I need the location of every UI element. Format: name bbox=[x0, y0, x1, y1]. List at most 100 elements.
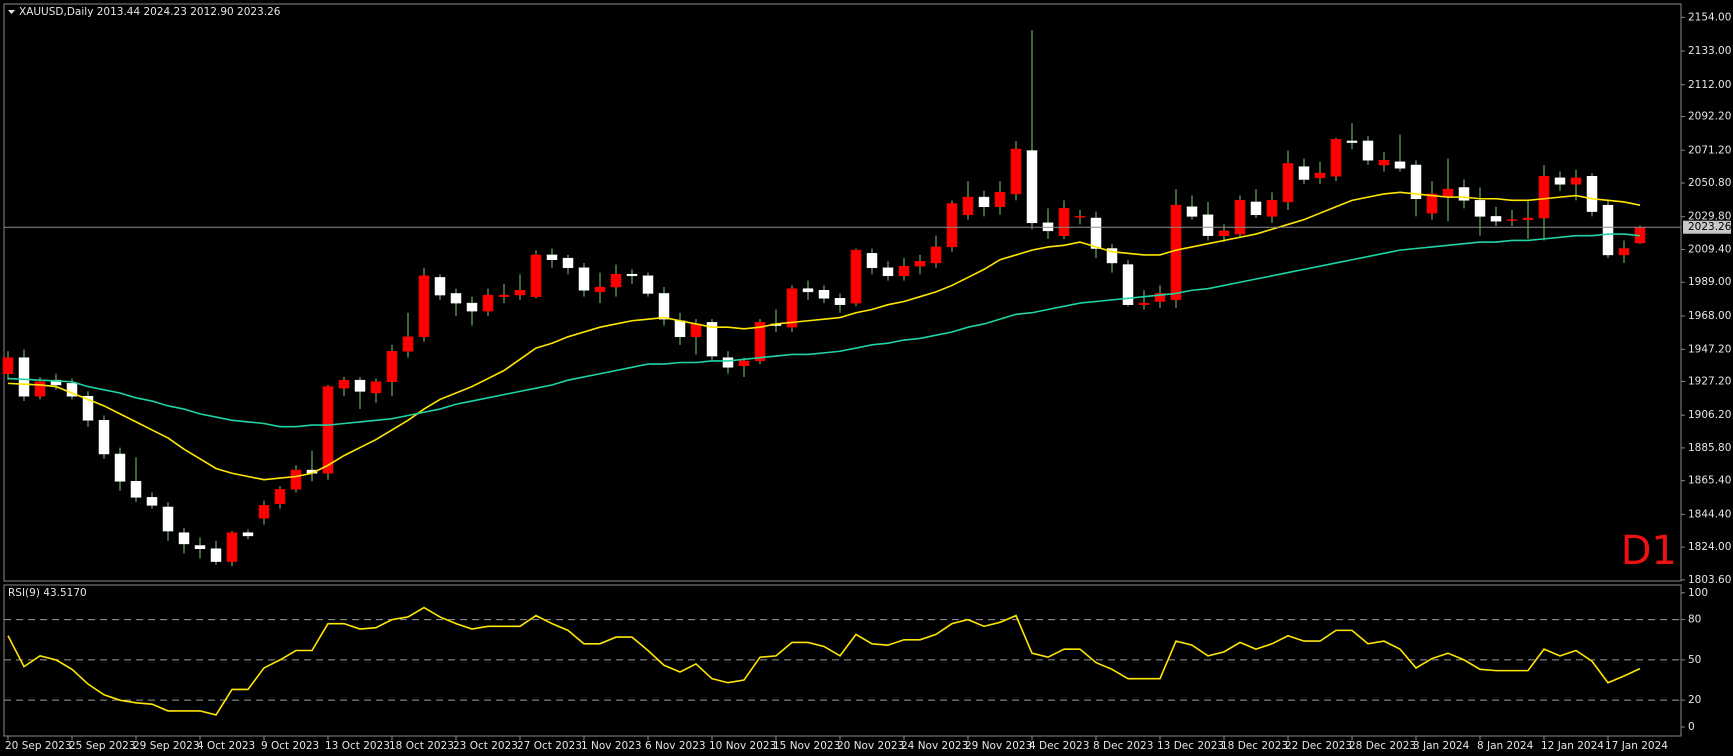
candle-body bbox=[530, 254, 542, 297]
y-tick-label: 1989.00 bbox=[1688, 276, 1731, 288]
candle-body bbox=[18, 357, 30, 397]
rsi-panel bbox=[3, 584, 1682, 737]
candle-body bbox=[1218, 230, 1230, 236]
y-tick-label: 2112.00 bbox=[1688, 79, 1731, 91]
x-tick-label: 18 Oct 2023 bbox=[389, 740, 454, 752]
x-tick-label: 22 Dec 2023 bbox=[1285, 740, 1352, 752]
candle-body bbox=[642, 275, 654, 294]
candle-body bbox=[1298, 166, 1310, 180]
price-label: 2023.26 bbox=[1688, 221, 1732, 233]
candle-body bbox=[1282, 163, 1294, 203]
candle-body bbox=[162, 506, 174, 532]
moving-average bbox=[7, 233, 1641, 428]
candle-body bbox=[178, 532, 190, 545]
x-tick-label: 20 Nov 2023 bbox=[837, 740, 904, 752]
x-tick-label: 29 Sep 2023 bbox=[133, 740, 200, 752]
candle-body bbox=[962, 196, 974, 216]
candle-body bbox=[1266, 200, 1278, 217]
x-tick-label: 4 Dec 2023 bbox=[1029, 740, 1089, 752]
candle-body bbox=[290, 469, 302, 490]
candle-body bbox=[1074, 216, 1086, 218]
candle-body bbox=[866, 253, 878, 269]
candle-body bbox=[370, 381, 382, 394]
candle-body bbox=[1570, 177, 1582, 185]
x-tick-label: 24 Nov 2023 bbox=[901, 740, 968, 752]
y-tick-label: 0 bbox=[1688, 721, 1695, 733]
candle-body bbox=[722, 357, 734, 368]
candle-body bbox=[386, 351, 398, 383]
candle-body bbox=[930, 246, 942, 264]
main-panel bbox=[3, 3, 1682, 582]
candle-body bbox=[146, 497, 158, 506]
candle-body bbox=[1090, 217, 1102, 249]
rsi-line bbox=[7, 606, 1641, 716]
candle-body bbox=[1186, 206, 1198, 217]
candle-body bbox=[850, 249, 862, 304]
candle-body bbox=[194, 545, 206, 549]
x-tick-label: 15 Nov 2023 bbox=[773, 740, 840, 752]
candle-body bbox=[594, 286, 606, 293]
candle-body bbox=[914, 261, 926, 267]
candle-body bbox=[1442, 188, 1454, 198]
x-tick-label: 13 Dec 2023 bbox=[1157, 740, 1224, 752]
candle-body bbox=[226, 532, 238, 562]
candle-body bbox=[1058, 208, 1070, 236]
candle-body bbox=[1618, 248, 1630, 256]
y-tick-label: 1865.40 bbox=[1688, 475, 1731, 487]
candle-body bbox=[114, 453, 126, 482]
candle-body bbox=[882, 267, 894, 277]
candle-body bbox=[242, 532, 254, 537]
candle-body bbox=[258, 505, 270, 519]
candle-body bbox=[1522, 217, 1534, 220]
x-tick-label: 25 Sep 2023 bbox=[69, 740, 136, 752]
y-tick-label: 80 bbox=[1688, 614, 1701, 626]
y-tick-label: 1803.60 bbox=[1688, 574, 1731, 586]
y-tick-label: 2071.20 bbox=[1688, 144, 1731, 156]
x-tick-label: 28 Dec 2023 bbox=[1349, 740, 1416, 752]
price-label-box bbox=[1683, 220, 1731, 234]
candle-body bbox=[978, 196, 990, 208]
candle-body bbox=[1026, 150, 1038, 224]
candle-body bbox=[50, 379, 62, 386]
candle-body bbox=[1202, 214, 1214, 236]
candle-body bbox=[674, 320, 686, 338]
y-tick-label: 2133.00 bbox=[1688, 45, 1731, 57]
candle-body bbox=[1010, 148, 1022, 195]
y-tick-label: 1844.40 bbox=[1688, 508, 1731, 520]
y-tick-label: 1947.20 bbox=[1688, 343, 1731, 355]
candle-body bbox=[1506, 219, 1518, 221]
y-tick-label: 2050.80 bbox=[1688, 177, 1731, 189]
candle-body bbox=[322, 386, 334, 474]
x-tick-label: 6 Nov 2023 bbox=[645, 740, 706, 752]
candle-body bbox=[434, 277, 446, 296]
candle-body bbox=[610, 273, 622, 288]
candle-body bbox=[1394, 161, 1406, 169]
candle-body bbox=[402, 336, 414, 352]
candle-body bbox=[1330, 139, 1342, 177]
candle-body bbox=[578, 267, 590, 291]
candle-body bbox=[994, 192, 1006, 208]
x-tick-label: 17 Jan 2024 bbox=[1605, 740, 1668, 752]
y-tick-label: 1968.00 bbox=[1688, 310, 1731, 322]
candle-body bbox=[466, 302, 478, 312]
candle-body bbox=[1378, 159, 1390, 166]
y-tick-label: 2154.00 bbox=[1688, 11, 1731, 23]
candle-body bbox=[946, 203, 958, 248]
candle-body bbox=[210, 548, 222, 562]
candle-body bbox=[1490, 216, 1502, 222]
candle-body bbox=[514, 290, 526, 296]
x-tick-label: 4 Oct 2023 bbox=[197, 740, 255, 752]
y-tick-label: 2009.40 bbox=[1688, 243, 1731, 255]
y-tick-label: 1927.20 bbox=[1688, 375, 1731, 387]
candle-body bbox=[1458, 187, 1470, 201]
candle-body bbox=[1538, 176, 1550, 219]
candle-body bbox=[658, 293, 670, 320]
y-tick-label: 2092.20 bbox=[1688, 111, 1731, 123]
candle-body bbox=[82, 395, 94, 421]
candle-body bbox=[1154, 293, 1166, 302]
candle-body bbox=[690, 323, 702, 338]
x-tick-label: 20 Sep 2023 bbox=[5, 740, 72, 752]
y-tick-label: 1824.00 bbox=[1688, 541, 1731, 553]
chart-title: XAUUSD,Daily 2013.44 2024.23 2012.90 202… bbox=[19, 6, 281, 18]
